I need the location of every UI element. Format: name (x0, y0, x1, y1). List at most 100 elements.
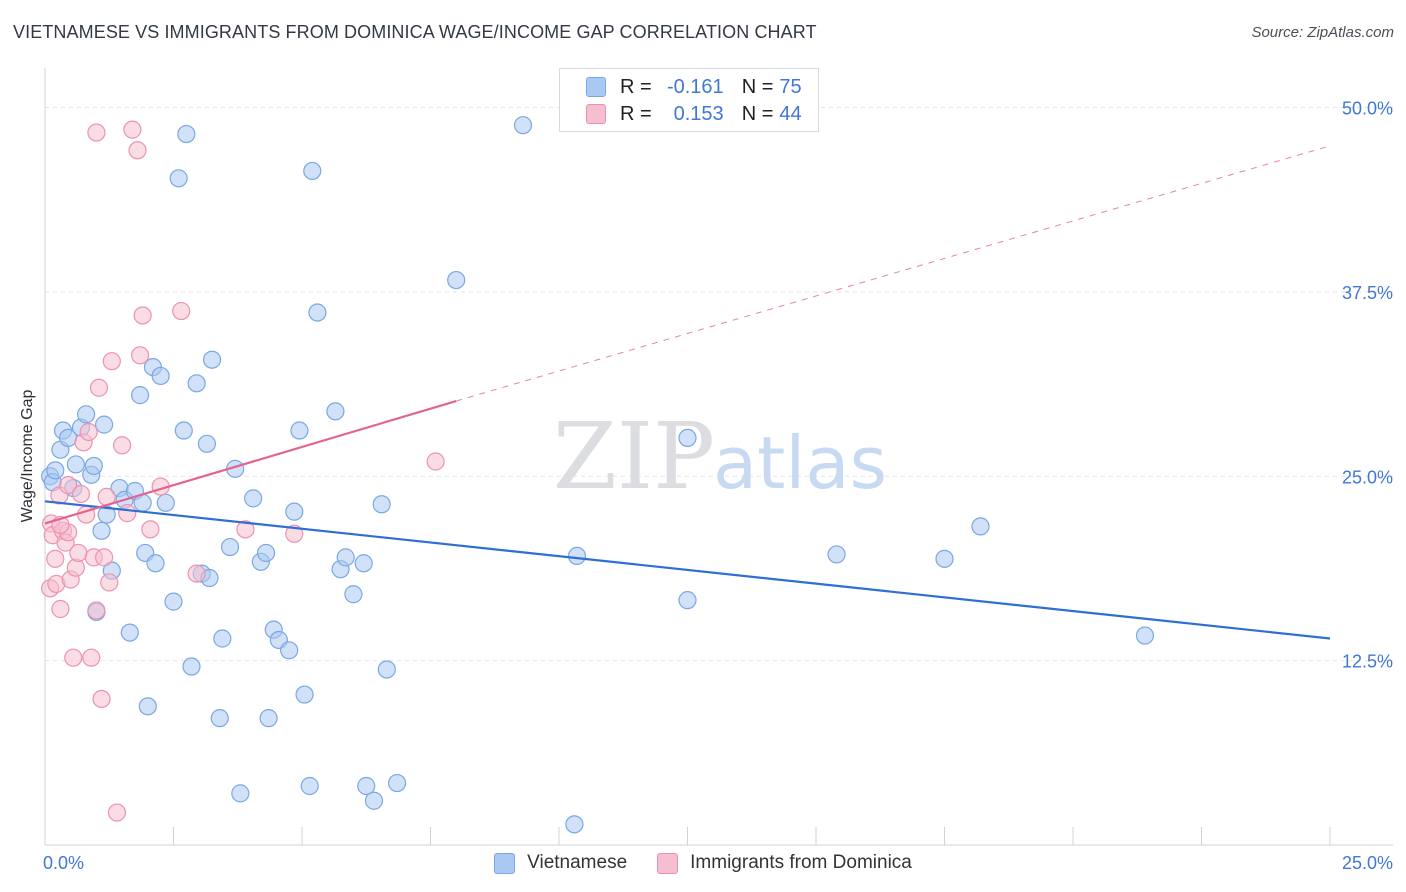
dominica-point (79, 422, 98, 442)
dominica-point (92, 689, 111, 709)
vietnamese-point (138, 697, 157, 716)
chart-title: VIETNAMESE VS IMMIGRANTS FROM DOMINICA W… (13, 22, 817, 42)
legend-swatch-vietnamese (586, 77, 606, 97)
vietnamese-point (187, 374, 206, 393)
vietnamese-point (280, 641, 299, 660)
vietnamese-point (174, 421, 193, 440)
vietnamese-point (1135, 626, 1155, 645)
tick-labels: 12.5% 25.0% 37.5% 50.0% 0.0% 25.0% (43, 99, 1393, 874)
vietnamese-point (259, 709, 278, 728)
legend-row-vietnamese: R = -0.161 N = 75 (586, 75, 802, 99)
vietnamese-point (197, 434, 217, 453)
legend-swatch-dominica (657, 852, 679, 874)
x-tick-label: 0.0% (43, 853, 84, 873)
legend-row-dominica: R = 0.153 N = 44 (586, 102, 802, 126)
series-legend: Vietnamese Immigrants from Dominica (0, 852, 1406, 874)
dominica-point (285, 524, 304, 543)
dominica-point (46, 549, 65, 568)
vietnamese-point (46, 461, 65, 480)
vietnamese-point (213, 629, 232, 648)
vietnamese-point (827, 545, 846, 564)
vietnamese-point (295, 685, 314, 704)
watermark-zip: ZIP (553, 403, 715, 510)
x-tick-label: 25.0% (1342, 853, 1393, 873)
dominica-point (95, 548, 114, 567)
dominica-point (71, 484, 91, 504)
vietnamese-point (357, 776, 376, 796)
legend-n-value: 75 (779, 75, 802, 98)
legend-n-label: N = (741, 102, 774, 125)
legend-n-label: N = (741, 75, 774, 98)
dominica-point (133, 306, 152, 325)
legend-r-label: R = (620, 102, 652, 125)
vietnamese-trend-line (44, 500, 1331, 640)
vietnamese-point (678, 591, 697, 610)
legend-r-label: R = (620, 75, 652, 98)
dominica-point (102, 352, 121, 371)
vietnamese-point (364, 791, 384, 810)
vietnamese-point (169, 169, 188, 188)
trend-lines (44, 145, 1331, 640)
legend-label-vietnamese: Vietnamese (527, 852, 628, 873)
dominica-point (172, 301, 191, 321)
vietnamese-point (130, 386, 150, 405)
vietnamese-point (513, 116, 533, 135)
dominica-point (236, 520, 255, 539)
dominica-point (112, 436, 132, 455)
vietnamese-point (92, 521, 111, 540)
vietnamese-point (151, 366, 170, 386)
vietnamese-point (565, 815, 584, 834)
dominica-point (123, 120, 142, 139)
vietnamese-point (326, 402, 345, 421)
watermark: ZIP atlas (553, 403, 887, 510)
vietnamese-point (146, 554, 165, 573)
vietnamese-point (244, 489, 263, 508)
gridlines (45, 107, 1393, 662)
dominica-trend-line-extension (456, 145, 1331, 402)
legend-swatch-dominica (586, 104, 606, 124)
vietnamese-point (300, 776, 319, 796)
dominica-point (187, 564, 206, 583)
dominica-point (130, 346, 150, 365)
vietnamese-point (935, 549, 954, 568)
dominica-point (59, 476, 78, 495)
axes (44, 68, 1393, 846)
dominica-trend-line (44, 399, 457, 525)
dominica-point (100, 573, 119, 592)
vietnamese-point (77, 405, 96, 424)
vietnamese-point (354, 554, 373, 573)
vietnamese-point (66, 455, 85, 474)
vietnamese-point (177, 124, 196, 144)
dominica-point (66, 558, 85, 577)
legend-r-value: 0.153 (673, 102, 724, 125)
vietnamese-point (303, 161, 322, 181)
vietnamese-point (156, 493, 175, 512)
correlation-legend: R = -0.161 N = 75 R = 0.153 N = 44 (559, 68, 819, 132)
legend-item-vietnamese[interactable]: Vietnamese (494, 852, 627, 874)
legend-r-value: -0.161 (666, 75, 724, 98)
vietnamese-point (84, 456, 103, 476)
legend-item-dominica[interactable]: Immigrants from Dominica (657, 852, 912, 874)
dominica-point (141, 520, 160, 539)
legend-n-value: 44 (779, 102, 802, 125)
vietnamese-point (447, 270, 466, 290)
vietnamese-point (210, 709, 229, 728)
vietnamese-point (387, 773, 407, 793)
dominica-point (82, 648, 101, 667)
legend-swatch-vietnamese (494, 852, 516, 874)
dominica-point (128, 141, 147, 160)
vietnamese-point (372, 495, 391, 514)
vietnamese-point (567, 546, 587, 566)
vietnamese-point (678, 428, 697, 447)
vietnamese-point (308, 303, 327, 322)
vietnamese-point (182, 657, 201, 676)
legend-label-dominica: Immigrants from Dominica (690, 852, 912, 873)
vietnamese-point (290, 421, 309, 440)
watermark-atlas: atlas (713, 421, 887, 505)
dominica-point (426, 452, 445, 471)
y-tick-label: 25.0% (1342, 467, 1393, 487)
y-tick-label: 37.5% (1342, 283, 1393, 303)
y-tick-label: 50.0% (1342, 99, 1393, 119)
dominica-point (51, 599, 70, 619)
